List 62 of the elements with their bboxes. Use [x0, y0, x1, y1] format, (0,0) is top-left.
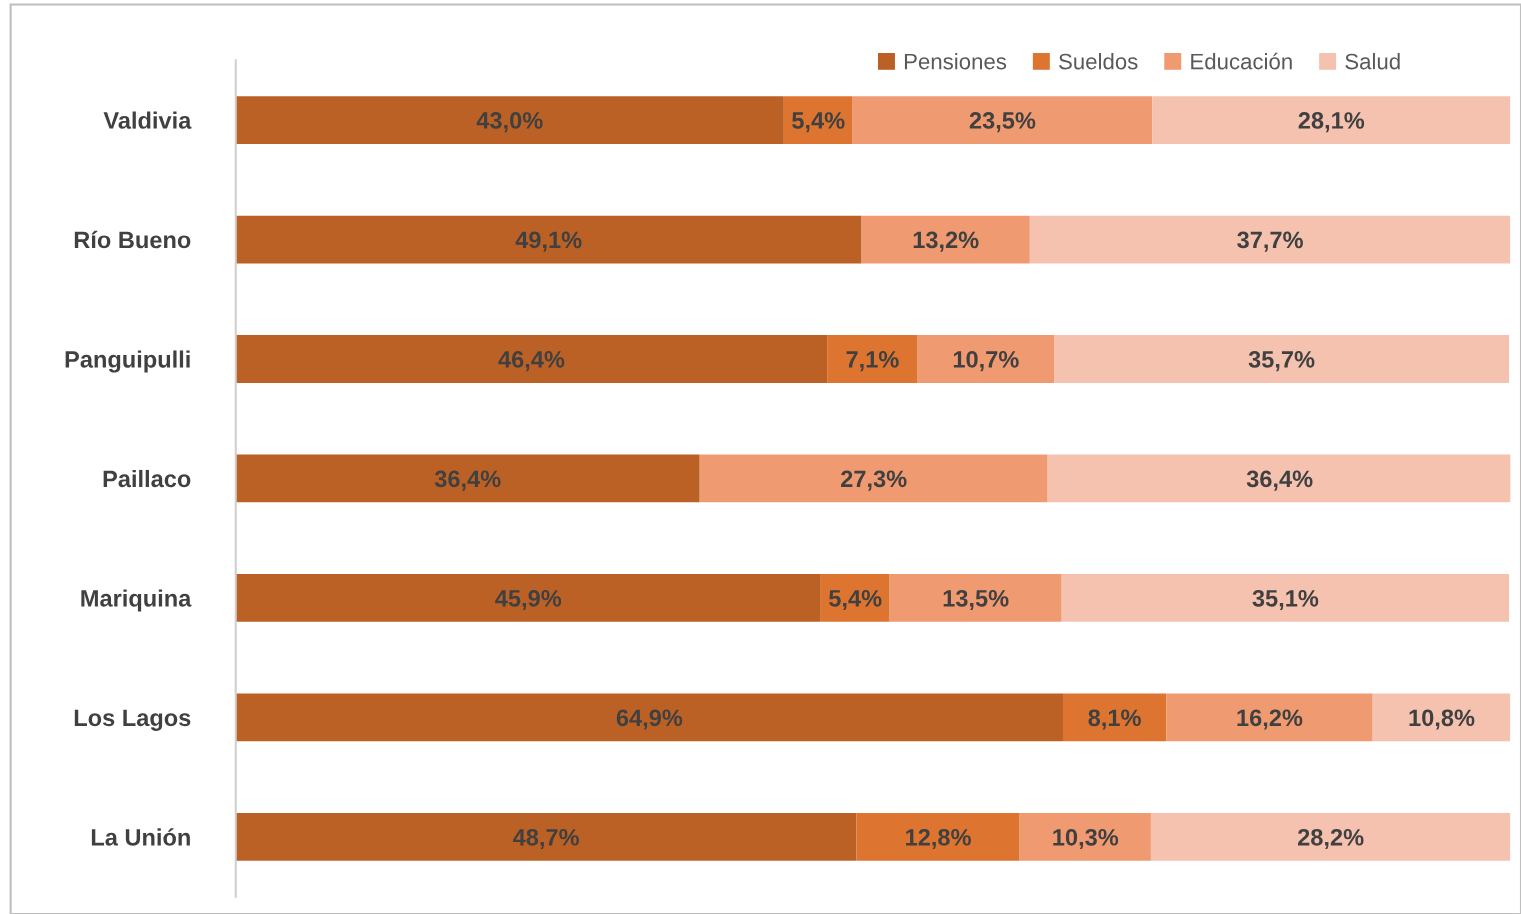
legend-label: Salud: [1345, 53, 1400, 70]
bar: [235, 215, 862, 264]
bar: [235, 693, 1063, 742]
data-label: 28,2%: [1297, 828, 1364, 850]
bar: [1152, 96, 1511, 144]
data-label: 5,4%: [792, 112, 845, 133]
legend-label: Pensiones: [904, 53, 1007, 70]
y-tick-label: Panguipulli: [65, 350, 190, 373]
data-label: 12,8%: [906, 828, 971, 850]
data-label: 43,0%: [476, 112, 543, 133]
bar: [235, 96, 784, 144]
bar: [917, 335, 1055, 383]
bar: [235, 454, 700, 503]
bar: [1054, 335, 1510, 383]
data-label: 36,4%: [1246, 470, 1313, 491]
y-tick-label: Valdivia: [103, 111, 192, 129]
legend-label: Educación: [1191, 52, 1292, 70]
data-label: 35,1%: [1252, 589, 1319, 611]
bar: [699, 454, 1048, 503]
data-label: 13,5%: [943, 589, 1009, 611]
bar: [856, 813, 1020, 861]
bar: [1047, 454, 1511, 503]
y-tick-label: Paillaco: [103, 469, 191, 488]
bar: [820, 574, 890, 622]
data-label: 28,1%: [1298, 112, 1365, 133]
bar: [1166, 693, 1373, 742]
bar: [827, 335, 918, 383]
legend-label: Sueldos: [1059, 53, 1138, 70]
data-label: 13,2%: [913, 231, 979, 252]
bar: [235, 335, 828, 383]
bar: [235, 813, 857, 861]
data-label: 10,3%: [1053, 828, 1119, 850]
bar: [861, 215, 1030, 264]
data-label: 10,7%: [953, 351, 1019, 372]
bar: [235, 574, 821, 622]
data-label: 10,8%: [1409, 709, 1475, 730]
bar: [889, 574, 1062, 622]
data-label: 46,4%: [498, 351, 565, 372]
y-tick-label: Río Bueno: [74, 230, 191, 249]
data-label: 16,2%: [1237, 709, 1303, 730]
data-label: 48,7%: [513, 828, 579, 850]
data-label: 8,1%: [1088, 709, 1141, 730]
bar: [1061, 574, 1510, 622]
bar: [1029, 215, 1511, 264]
y-tick-label: La Unión: [91, 828, 190, 846]
y-tick-label: Los Lagos: [74, 709, 191, 731]
bar: [1150, 813, 1511, 861]
data-label: 45,9%: [495, 589, 562, 611]
data-label: 7,1%: [846, 351, 899, 372]
data-label: 27,3%: [841, 470, 907, 491]
bar: [1019, 813, 1151, 861]
bar: [1372, 693, 1511, 742]
data-label: 5,4%: [829, 590, 882, 611]
y-tick-label: Mariquina: [81, 589, 192, 612]
data-label: 36,4%: [434, 470, 501, 491]
bar: [852, 96, 1153, 144]
bar: [1062, 693, 1167, 742]
data-label: 64,9%: [616, 709, 683, 730]
data-label: 35,7%: [1248, 351, 1315, 372]
data-label: 23,5%: [969, 112, 1036, 133]
data-label: 49,1%: [515, 231, 582, 252]
data-label: 37,7%: [1237, 231, 1303, 252]
